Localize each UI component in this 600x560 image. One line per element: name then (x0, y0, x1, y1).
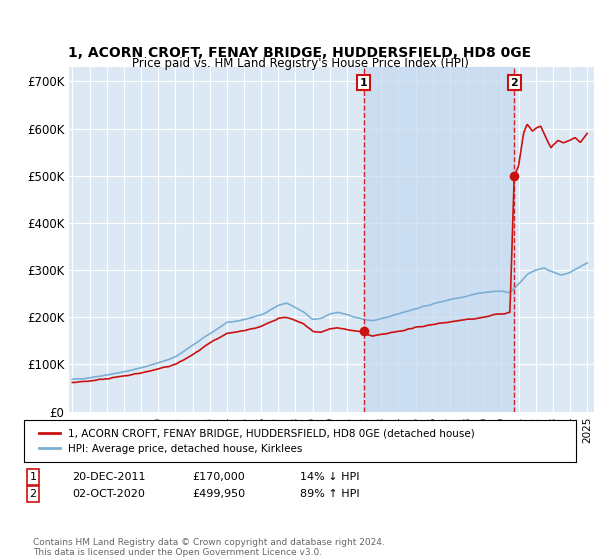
Legend: 1, ACORN CROFT, FENAY BRIDGE, HUDDERSFIELD, HD8 0GE (detached house), HPI: Avera: 1, ACORN CROFT, FENAY BRIDGE, HUDDERSFIE… (35, 424, 479, 458)
Text: £170,000: £170,000 (192, 472, 245, 482)
Text: Contains HM Land Registry data © Crown copyright and database right 2024.
This d: Contains HM Land Registry data © Crown c… (33, 538, 385, 557)
Text: 1: 1 (360, 77, 367, 87)
Text: 02-OCT-2020: 02-OCT-2020 (72, 489, 145, 499)
Text: Price paid vs. HM Land Registry's House Price Index (HPI): Price paid vs. HM Land Registry's House … (131, 57, 469, 70)
Text: 14% ↓ HPI: 14% ↓ HPI (300, 472, 359, 482)
Text: 20-DEC-2011: 20-DEC-2011 (72, 472, 146, 482)
Text: 2: 2 (29, 489, 37, 499)
Bar (364, 67, 514, 412)
Text: £499,950: £499,950 (192, 489, 245, 499)
Text: 1, ACORN CROFT, FENAY BRIDGE, HUDDERSFIELD, HD8 0GE: 1, ACORN CROFT, FENAY BRIDGE, HUDDERSFIE… (68, 46, 532, 60)
Text: 2: 2 (511, 77, 518, 87)
Text: 1: 1 (29, 472, 37, 482)
Text: 89% ↑ HPI: 89% ↑ HPI (300, 489, 359, 499)
